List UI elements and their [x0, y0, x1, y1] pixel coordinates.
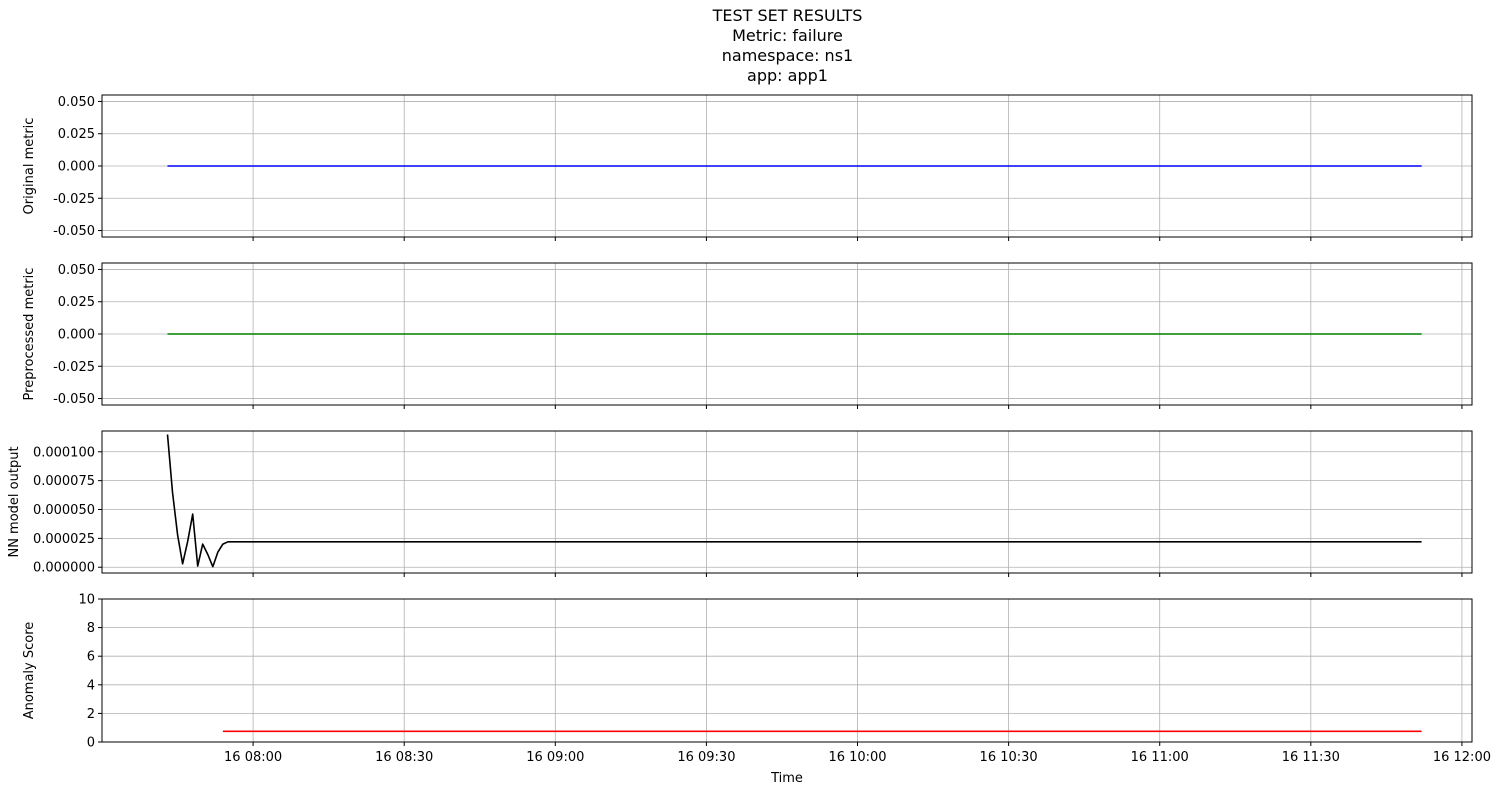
panel-1: -0.050 -0.025 0.000 0.025 0.050 Original metr…	[22, 94, 1473, 241]
y-tick-label: -0.050	[53, 392, 95, 407]
y-tick-label: 0.025	[58, 295, 95, 310]
y-tick-label: 0.000100	[33, 445, 95, 460]
x-tick-label: 16 11:30	[1282, 750, 1340, 765]
y-axis-label: NN model output	[7, 446, 22, 557]
title-line-1: TEST SET RESULTS	[712, 6, 863, 25]
x-axis-label: Time	[770, 771, 803, 786]
y-tick-label: -0.025	[53, 360, 95, 375]
x-tick-label: 16 11:00	[1131, 750, 1189, 765]
figure-title: TEST SET RESULTS Metric: failure namespa…	[0, 6, 1500, 86]
axes-frame	[101, 598, 1473, 743]
y-tick-label: 0.000025	[33, 532, 95, 547]
y-tick-label: 0	[87, 736, 95, 751]
y-tick-label: -0.050	[53, 224, 95, 239]
y-tick-label: 0.025	[58, 127, 95, 142]
x-tick-label: 16 09:00	[526, 750, 584, 765]
y-tick-label: 8	[87, 621, 95, 636]
x-tick-label: 16 10:30	[980, 750, 1038, 765]
y-tick-label: 4	[87, 678, 95, 693]
y-tick-label: 6	[87, 650, 95, 665]
y-tick-label: 0.050	[58, 95, 95, 110]
y-tick-label: 0.000050	[33, 503, 95, 518]
panel-2: -0.050 -0.025 0.000 0.025 0.050 Preprocessed …	[22, 262, 1473, 409]
y-tick-label: 10	[78, 593, 95, 608]
y-tick-label: -0.025	[53, 192, 95, 207]
y-axis-label: Anomaly Score	[22, 622, 37, 720]
series-line	[166, 434, 1422, 568]
y-tick-label: 0.000	[58, 160, 95, 175]
y-tick-label: 0.050	[58, 263, 95, 278]
panel-4: 0 2 4 6 8 10 16 08:00 16 08:30 16 09:00 16 09:30 1…	[22, 593, 1491, 766]
panel-3: 0.000000 0.000025 0.000050 0.000075 0.000100…	[7, 430, 1473, 577]
y-axis-label: Original metric	[22, 118, 37, 215]
title-line-4: app: app1	[747, 66, 828, 85]
x-tick-label: 16 12:00	[1433, 750, 1491, 765]
y-tick-label: 2	[87, 707, 95, 722]
y-tick-label: 0.000	[58, 328, 95, 343]
title-line-2: Metric: failure	[732, 26, 843, 45]
y-tick-label: 0.000075	[33, 474, 95, 489]
y-tick-label: 0.000000	[33, 561, 95, 576]
x-tick-label: 16 10:00	[828, 750, 886, 765]
x-tick-label: 16 09:30	[677, 750, 735, 765]
title-line-3: namespace: ns1	[721, 46, 854, 65]
x-tick-label: 16 08:30	[375, 750, 433, 765]
y-axis-label: Preprocessed metric	[22, 268, 37, 401]
x-tick-label: 16 08:00	[224, 750, 282, 765]
axes-frame	[101, 430, 1473, 574]
